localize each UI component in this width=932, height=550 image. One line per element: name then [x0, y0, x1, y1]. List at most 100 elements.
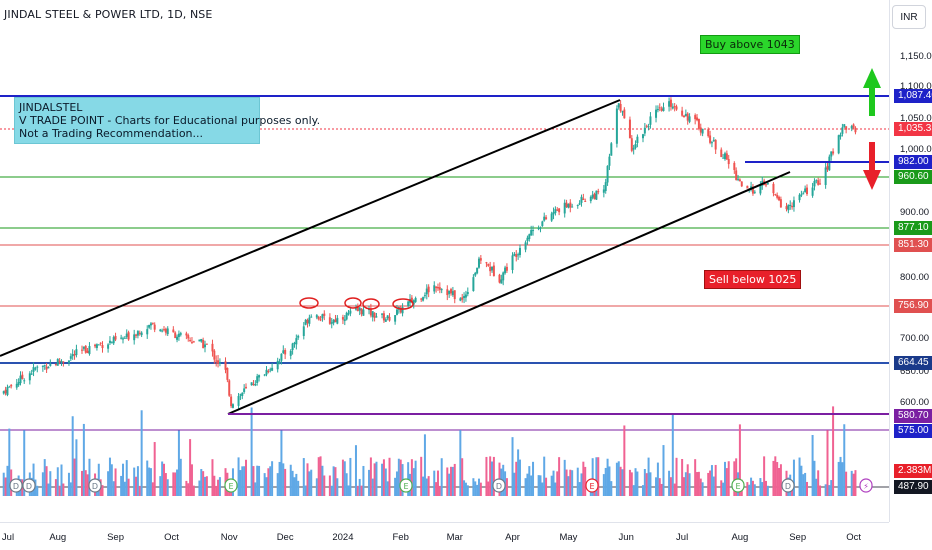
candle-body: [511, 255, 514, 270]
candle-body: [787, 204, 790, 211]
x-tick-label: Nov: [220, 532, 238, 543]
volume-bar: [634, 468, 637, 496]
volume-bar: [213, 475, 216, 496]
volume-bar: [604, 467, 607, 496]
volume-bar: [136, 466, 139, 496]
volume-bar: [565, 469, 568, 496]
volume-bar: [323, 475, 326, 496]
candle-body: [766, 182, 769, 185]
candle-body: [673, 106, 676, 108]
volume-bar: [200, 469, 203, 496]
svg-text:D: D: [496, 482, 502, 491]
candle-body: [205, 343, 208, 345]
volume-bar: [774, 456, 777, 496]
candle-body: [252, 383, 255, 385]
candle-body: [138, 332, 141, 334]
volume-bar: [245, 459, 248, 496]
volume-bar: [826, 430, 829, 496]
volume-bar: [123, 481, 126, 496]
volume-bar: [694, 459, 697, 496]
volume-bar: [110, 464, 113, 496]
volume-bar: [423, 434, 426, 496]
candle-body: [751, 186, 754, 194]
volume-bar: [463, 480, 466, 496]
volume-bar: [438, 485, 441, 496]
candle-body: [450, 289, 453, 294]
candle-body: [179, 333, 182, 335]
candle-body: [427, 286, 430, 293]
candle-body: [472, 277, 475, 291]
candle-body: [250, 382, 253, 386]
candle-body: [492, 265, 495, 277]
candle-body: [267, 371, 270, 373]
volume-bar: [476, 484, 479, 496]
candle-body: [828, 156, 831, 171]
candle-body: [153, 324, 156, 330]
circle-annotation-3: [362, 298, 380, 310]
volume-bar: [764, 480, 767, 496]
volume-bar: [621, 469, 624, 496]
volume-bar: [269, 466, 272, 496]
candle-body: [567, 204, 570, 208]
volume-bar: [792, 459, 795, 496]
price-level-label: 664.45: [894, 356, 932, 370]
disclaimer-note: JINDALSTEL V TRADE POINT - Charts for Ed…: [14, 97, 320, 144]
x-tick-label: Oct: [846, 532, 861, 543]
candle-body: [681, 110, 684, 116]
event-marker-6: E: [585, 478, 599, 493]
candle-body: [727, 159, 730, 165]
volume-bar: [543, 456, 546, 496]
upper-trend-line: [0, 99, 621, 357]
volume-bar: [763, 456, 766, 496]
volume-bar: [179, 458, 182, 496]
volume-bar: [550, 475, 553, 496]
volume-bar: [492, 456, 495, 496]
candle-body: [701, 128, 704, 134]
candle-body: [54, 363, 57, 365]
candle-body: [112, 337, 115, 344]
price-level-label: 1,087.40: [894, 89, 932, 103]
volume-bar: [112, 481, 115, 496]
svg-text:D: D: [785, 482, 791, 491]
volume-bar: [192, 485, 195, 496]
candle-body: [669, 99, 672, 107]
volume-bar: [854, 470, 857, 496]
candle-body: [837, 135, 840, 154]
volume-bar: [202, 471, 205, 496]
candle-body: [608, 156, 611, 166]
volume-bar: [375, 461, 378, 496]
currency-selector[interactable]: INR: [892, 5, 926, 29]
candlesticks: [2, 97, 857, 411]
volume-bar: [75, 439, 78, 496]
volume-bar: [23, 430, 26, 496]
price-level-label: 960.60: [894, 170, 932, 184]
y-tick-label: 1,150.00: [900, 51, 932, 62]
volume-bar: [673, 483, 676, 496]
volume-bar: [394, 477, 397, 496]
candle-body: [658, 107, 661, 109]
volume-bar: [384, 468, 387, 496]
candle-body: [371, 311, 374, 318]
candle-body: [668, 101, 671, 107]
candle-body: [420, 298, 423, 300]
svg-text:E: E: [735, 482, 740, 491]
volume-bar: [280, 430, 283, 496]
volume-bar: [491, 461, 494, 496]
volume-bar: [114, 468, 117, 496]
volume-bar: [297, 480, 300, 496]
volume-bar: [159, 476, 162, 496]
candle-body: [656, 108, 659, 111]
candle-body: [373, 312, 376, 318]
candle-body: [114, 336, 117, 340]
candle-body: [845, 126, 848, 130]
candle-body: [149, 323, 152, 326]
candle-body: [580, 196, 583, 203]
candle-body: [623, 109, 626, 119]
candle-body: [388, 316, 391, 321]
candle-body: [628, 119, 631, 139]
volume-bar: [215, 485, 218, 496]
volume-bar: [62, 483, 65, 496]
volume-bar: [164, 473, 167, 496]
candle-body: [189, 339, 192, 341]
